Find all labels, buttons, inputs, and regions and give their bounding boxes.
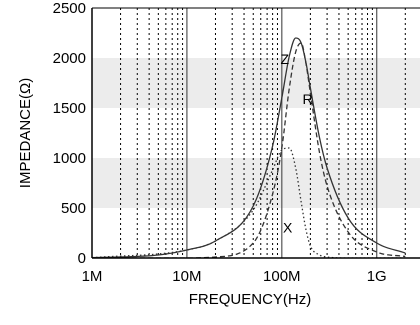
plot-band — [92, 58, 420, 108]
plot-band — [92, 8, 420, 58]
plot-band — [92, 108, 420, 158]
y-tick-label: 500 — [61, 200, 86, 217]
x-tick-labels: 1M 10M 100M 1G — [82, 268, 387, 285]
x-axis-title: FREQUENCY(Hz) — [189, 291, 312, 308]
curve-label-x: X — [283, 220, 293, 236]
x-tick-label: 1G — [367, 268, 387, 285]
major-grid — [92, 7, 420, 258]
y-tick-label: 2500 — [53, 0, 86, 17]
y-tick-label: 0 — [78, 250, 86, 267]
plot-band — [92, 208, 420, 258]
plot-background-bands — [92, 8, 420, 258]
y-tick-label: 1000 — [53, 150, 86, 167]
y-tick-labels: 0 500 1000 1500 2000 2500 — [53, 0, 86, 267]
y-tick-label: 1500 — [53, 100, 86, 117]
curve-label-r: R — [302, 91, 312, 107]
x-tick-label: 10M — [172, 268, 201, 285]
minor-grid — [120, 8, 406, 258]
x-tick-label: 100M — [263, 268, 301, 285]
series-line-r — [92, 42, 406, 258]
curve-annotations: Z R X — [281, 51, 313, 236]
y-tick-label: 2000 — [53, 50, 86, 67]
curve-label-z: Z — [281, 51, 290, 67]
y-axis-title: IMPEDANCE(Ω) — [17, 78, 34, 188]
x-tick-label: 1M — [82, 268, 103, 285]
